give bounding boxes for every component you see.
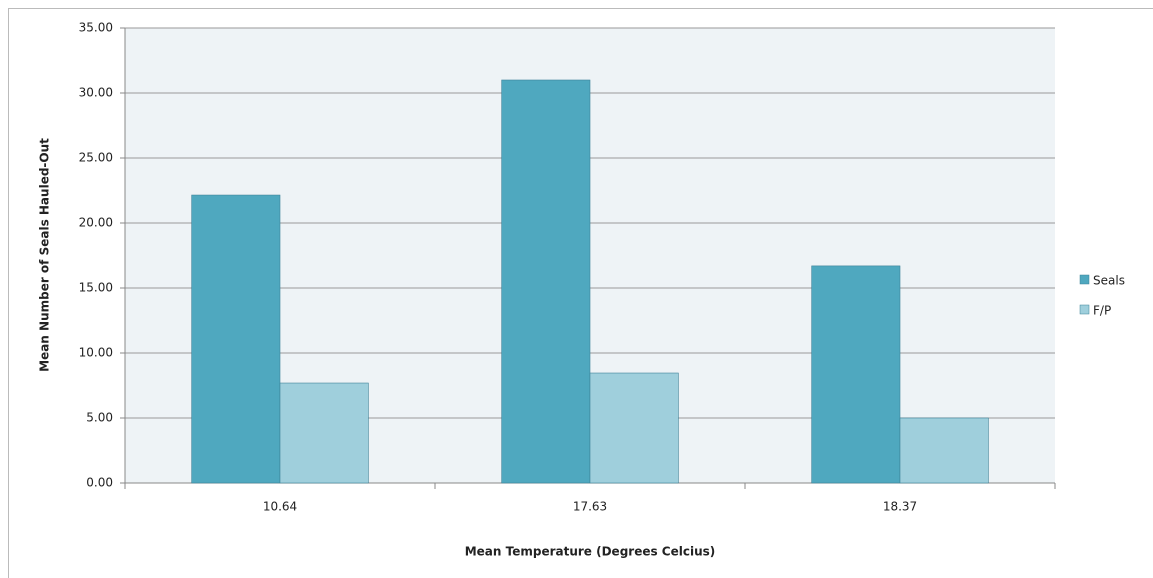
bar: [589, 372, 679, 484]
x-tick-label: 18.37: [883, 500, 917, 514]
x-tick-label: 10.64: [263, 500, 297, 514]
bar: [899, 417, 989, 484]
bar: [501, 79, 591, 484]
y-tick-label: 20.00: [79, 216, 113, 230]
bar: [191, 194, 281, 484]
x-tick-label: 17.63: [573, 500, 607, 514]
legend-swatch: [1079, 304, 1090, 315]
legend-label: F/P: [1093, 304, 1111, 318]
legend-label: Seals: [1093, 274, 1125, 288]
bar: [811, 265, 901, 484]
y-tick-label: 10.00: [79, 346, 113, 360]
y-tick-label: 0.00: [86, 476, 113, 490]
y-tick-label: 30.00: [79, 86, 113, 100]
y-tick-label: 25.00: [79, 151, 113, 165]
x-axis-title: Mean Temperature (Degrees Celcius): [465, 545, 716, 559]
y-tick-label: 5.00: [86, 411, 113, 425]
y-axis-title: Mean Number of Seals Hauled-Out: [38, 138, 52, 372]
y-tick-label: 15.00: [79, 281, 113, 295]
legend-swatch: [1079, 274, 1090, 285]
bar: [279, 382, 369, 484]
y-tick-label: 35.00: [79, 21, 113, 35]
